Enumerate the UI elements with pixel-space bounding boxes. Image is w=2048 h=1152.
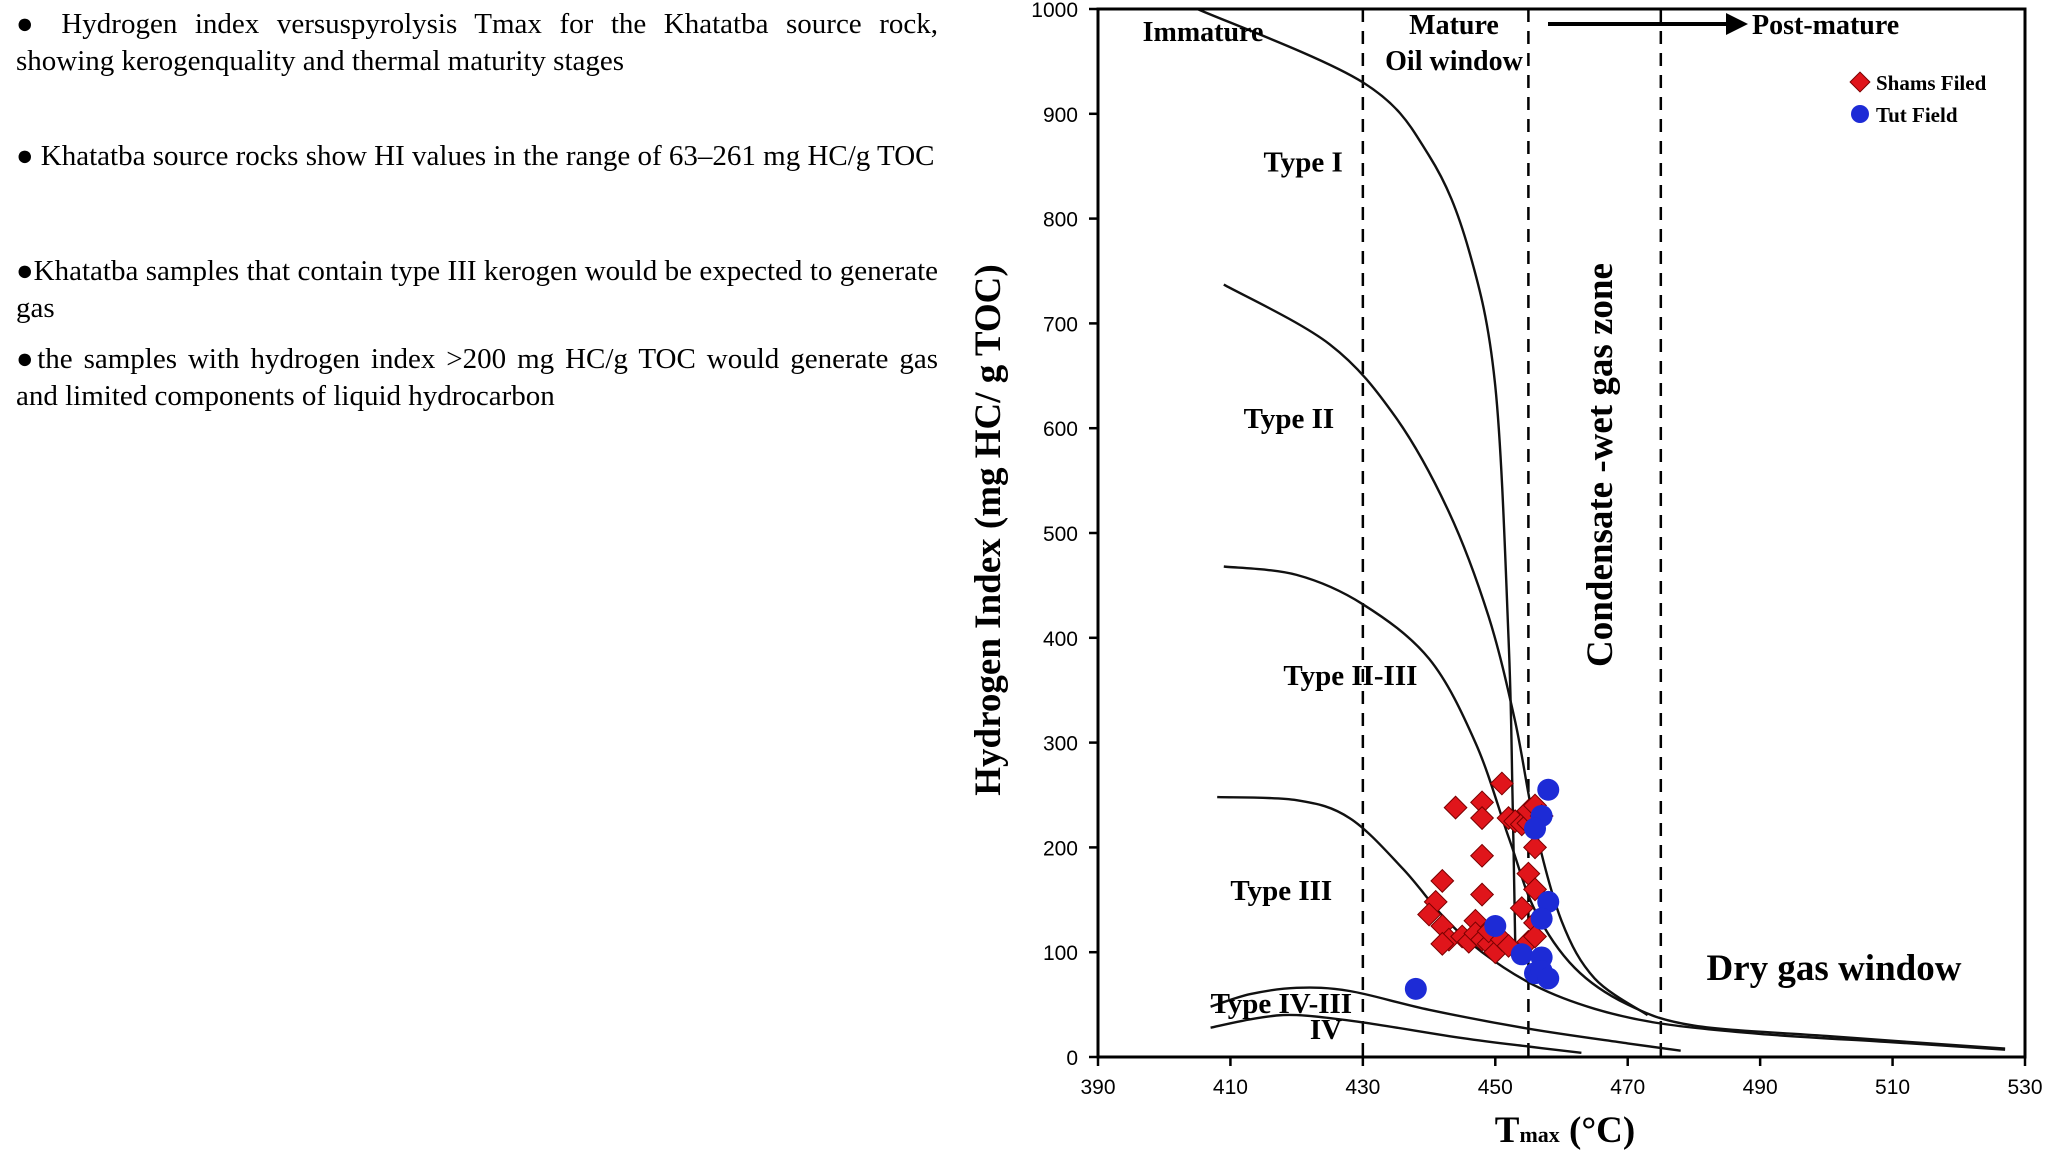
x-tick-label: 390 [1080, 1076, 1115, 1099]
y-tick-label: 700 [1043, 313, 1078, 336]
x-tick-label: 490 [1743, 1076, 1778, 1099]
data-point-shams [1522, 835, 1548, 860]
type-label: Type II-III [1283, 660, 1417, 692]
x-tick-label: 530 [2007, 1076, 2042, 1099]
kerogen-curve [1210, 986, 1681, 1052]
region-condensate: Condensate -wet gas zone [1580, 263, 1621, 667]
data-point-shams [1430, 931, 1455, 956]
y-tick-label: 200 [1043, 837, 1078, 860]
data-point-shams [1417, 902, 1442, 927]
type-label: Type II [1244, 403, 1335, 435]
region-post-mature: Post-mature [1752, 10, 1899, 41]
data-point-tut [1530, 907, 1553, 930]
y-tick-label: 100 [1043, 942, 1078, 965]
y-tick-label: 400 [1043, 628, 1078, 651]
y-tick-label: 900 [1043, 104, 1078, 127]
x-tick-label: 410 [1213, 1076, 1248, 1099]
y-tick-label: 500 [1043, 523, 1078, 546]
y-axis-title: Hydrogen Index (mg HC/ g TOC) [968, 264, 1009, 795]
type-label: Type I [1264, 146, 1343, 178]
data-point-tut [1537, 778, 1560, 801]
region-mature: Mature [1409, 10, 1499, 41]
y-tick-label: 0 [1066, 1047, 1078, 1070]
legend-diamond-icon [1849, 71, 1871, 93]
data-point-tut [1484, 915, 1507, 937]
post-mature-arrow-icon [1548, 13, 1748, 35]
kerogen-curve [1196, 7, 1517, 942]
data-point-tut [1537, 890, 1560, 913]
bullet-item: ●Khatatba samples that contain type III … [16, 255, 938, 325]
data-point-shams [1489, 771, 1514, 796]
bullet-item: ● Hydrogen index versuspyrolysis Tmax fo… [16, 8, 938, 77]
x-axis-title: Tmax (°C) [1495, 1110, 1635, 1151]
y-tick-label: 800 [1043, 209, 1078, 232]
type-label: Type IV-III [1211, 988, 1353, 1020]
legend-label: Shams Filed [1876, 71, 1987, 95]
x-tick-label: 470 [1610, 1076, 1645, 1099]
kerogen-curve [1210, 1013, 1582, 1054]
data-point-tut [1404, 977, 1427, 1000]
kerogen-curve [1217, 795, 2006, 1051]
y-tick-label: 300 [1043, 733, 1078, 756]
data-point-tut [1510, 943, 1533, 966]
bullet-list: ● Hydrogen index versuspyrolysis Tmax fo… [16, 6, 938, 415]
region-dry-gas: Dry gas window [1707, 948, 1962, 989]
legend-label: Tut Field [1876, 103, 1958, 127]
data-point-tut [1537, 967, 1560, 990]
type-label: Type III [1230, 875, 1332, 907]
x-tick-label: 510 [1875, 1076, 1910, 1099]
data-point-shams [1443, 795, 1468, 820]
data-point-shams [1470, 882, 1495, 907]
data-point-shams [1470, 806, 1495, 831]
x-tick-label: 450 [1478, 1076, 1513, 1099]
data-point-shams [1430, 868, 1455, 893]
data-point-shams [1509, 896, 1534, 921]
y-tick-label: 600 [1043, 418, 1078, 441]
data-point-shams [1522, 924, 1548, 949]
legend: Shams Filed Tut Field [1849, 71, 1987, 127]
kerogen-curve [1223, 283, 1649, 1017]
region-immature: Immature [1143, 17, 1264, 48]
y-tick-label: 1000 [1031, 0, 1078, 22]
legend-circle-icon [1851, 105, 1869, 123]
x-tick-label: 430 [1345, 1076, 1380, 1099]
data-point-shams [1463, 908, 1488, 933]
bullet-item: ●the samples with hydrogen index >200 mg… [16, 343, 938, 412]
data-point-shams [1470, 790, 1495, 815]
bullet-item: ● Khatatba source rocks show HI values i… [16, 139, 935, 172]
type-label: IV [1310, 1014, 1342, 1046]
data-point-tut [1524, 817, 1547, 840]
region-oil-window: Oil window [1385, 46, 1523, 77]
data-point-shams [1470, 843, 1495, 868]
